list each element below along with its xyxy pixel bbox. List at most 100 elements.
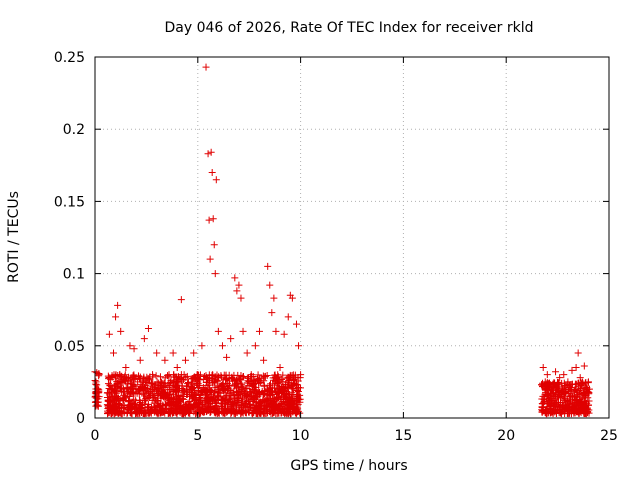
data-point xyxy=(568,366,576,374)
data-point xyxy=(217,373,225,381)
data-point xyxy=(163,383,171,391)
y-tick-label: 0 xyxy=(76,411,85,427)
data-point xyxy=(189,374,197,382)
data-point xyxy=(561,396,569,404)
data-point xyxy=(144,404,152,412)
data-point xyxy=(237,294,245,302)
data-point xyxy=(104,372,112,380)
data-point xyxy=(200,373,208,381)
data-point xyxy=(294,377,302,385)
data-point xyxy=(560,371,568,379)
data-point xyxy=(211,378,219,386)
data-point xyxy=(155,409,163,417)
y-tick-label: 0.25 xyxy=(54,50,85,66)
data-point xyxy=(551,400,559,408)
data-point xyxy=(170,409,178,417)
data-point xyxy=(94,385,102,393)
data-point xyxy=(242,392,250,400)
data-point xyxy=(572,386,580,394)
data-point xyxy=(227,335,235,343)
data-point xyxy=(230,409,238,417)
data-point xyxy=(239,327,247,335)
data-point xyxy=(162,405,170,413)
data-point xyxy=(215,386,223,394)
data-point xyxy=(111,402,119,410)
data-point xyxy=(131,382,139,390)
data-point xyxy=(293,407,301,415)
data-point xyxy=(104,397,112,405)
data-point xyxy=(171,385,179,393)
data-point xyxy=(114,382,122,390)
data-point xyxy=(549,405,557,413)
data-point xyxy=(152,372,160,380)
data-point xyxy=(286,397,294,405)
data-point xyxy=(191,375,199,383)
data-point xyxy=(132,397,140,405)
data-point xyxy=(227,405,235,413)
data-point xyxy=(110,349,118,357)
data-point xyxy=(119,404,127,412)
data-point xyxy=(564,389,572,397)
x-tick-label: 10 xyxy=(292,428,310,444)
data-point xyxy=(262,409,270,417)
data-point xyxy=(162,392,170,400)
data-point xyxy=(134,372,142,380)
data-point xyxy=(177,392,185,400)
data-point xyxy=(190,383,198,391)
data-point xyxy=(288,294,296,302)
data-point xyxy=(153,349,161,357)
data-point xyxy=(120,374,128,382)
data-point xyxy=(243,349,251,357)
data-point xyxy=(580,362,588,370)
data-point xyxy=(153,387,161,395)
data-point xyxy=(265,395,273,403)
data-point xyxy=(220,407,228,415)
data-point xyxy=(151,406,159,414)
data-point xyxy=(295,396,303,404)
data-point xyxy=(110,410,118,418)
data-point xyxy=(207,391,215,399)
data-point xyxy=(262,402,270,410)
data-point xyxy=(118,385,126,393)
data-point xyxy=(169,349,177,357)
data-point xyxy=(260,356,268,364)
data-point xyxy=(291,373,299,381)
data-point xyxy=(237,386,245,394)
data-point xyxy=(554,399,562,407)
data-point xyxy=(165,371,173,379)
data-point xyxy=(281,409,289,417)
data-point xyxy=(579,389,587,397)
data-point xyxy=(183,403,191,411)
data-point xyxy=(284,313,292,321)
data-point xyxy=(141,408,149,416)
data-point xyxy=(104,380,112,388)
data-point xyxy=(175,386,183,394)
data-point xyxy=(149,371,157,379)
data-point xyxy=(572,363,580,371)
data-point xyxy=(92,378,100,386)
data-point xyxy=(214,392,222,400)
data-point xyxy=(137,380,145,388)
data-point xyxy=(207,148,215,156)
data-point xyxy=(171,373,179,381)
data-point xyxy=(571,396,579,404)
data-point xyxy=(556,374,564,382)
data-point xyxy=(225,382,233,390)
data-point xyxy=(576,374,584,382)
data-point xyxy=(139,390,147,398)
data-point xyxy=(196,396,204,404)
data-point xyxy=(194,381,202,389)
data-point xyxy=(222,371,230,379)
data-point xyxy=(183,372,191,380)
data-point xyxy=(585,385,593,393)
data-point xyxy=(213,371,221,379)
data-point xyxy=(264,409,272,417)
data-point xyxy=(237,402,245,410)
data-point xyxy=(125,392,133,400)
data-point xyxy=(276,376,284,384)
data-points xyxy=(91,63,593,418)
data-point xyxy=(105,330,113,338)
data-point xyxy=(221,398,229,406)
data-point xyxy=(284,401,292,409)
data-point xyxy=(561,388,569,396)
